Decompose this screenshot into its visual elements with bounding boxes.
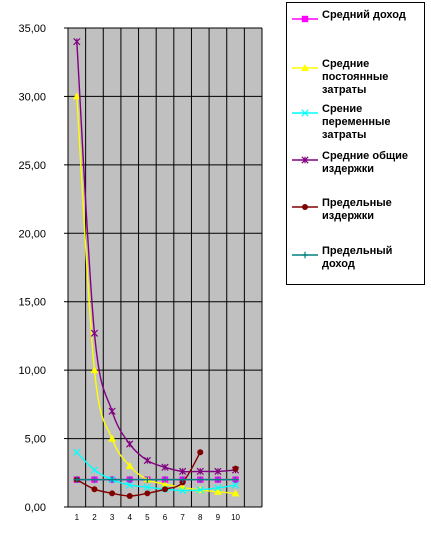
legend-symbol <box>301 251 309 259</box>
data-point <box>73 476 81 483</box>
data-point <box>126 481 134 489</box>
data-point <box>197 449 204 456</box>
legend-label: Средние постоянные затраты <box>322 58 389 96</box>
y-tick-label: 15,00 <box>18 297 46 309</box>
data-point <box>126 440 134 448</box>
y-axis-ticks: 0,00 5,00 10,00 15,00 20,00 25,00 30,00 35,00 <box>18 23 68 514</box>
data-point <box>73 448 81 456</box>
legend-label: Срение переменные затраты <box>322 103 391 141</box>
y-tick-label: 25,00 <box>18 160 46 172</box>
legend-marker <box>292 64 318 71</box>
grid-lines <box>68 27 263 507</box>
data-point <box>196 467 204 476</box>
x-tick-label: 9 <box>216 513 221 522</box>
data-point <box>109 490 116 497</box>
legend-symbol <box>301 109 309 117</box>
data-point <box>108 476 116 483</box>
x-tick-label: 6 <box>163 513 168 522</box>
legend-symbol <box>301 156 309 164</box>
data-point <box>231 481 240 489</box>
x-tick-label: 2 <box>92 513 97 522</box>
x-tick-label: 4 <box>128 513 133 522</box>
x-tick-label: 3 <box>110 513 115 522</box>
data-point <box>232 465 239 472</box>
data-point <box>126 476 133 483</box>
legend-marker <box>292 15 318 23</box>
x-tick-label: 7 <box>180 513 185 522</box>
data-point <box>214 476 222 483</box>
data-point <box>90 466 99 474</box>
axes <box>67 28 262 508</box>
x-tick-label: 1 <box>75 513 80 522</box>
legend-symbol <box>302 204 308 210</box>
y-tick-label: 5,00 <box>25 434 46 446</box>
data-point <box>143 483 151 491</box>
data-point <box>232 476 239 483</box>
legend-symbol <box>301 64 309 71</box>
data-point <box>161 463 169 471</box>
data-point <box>72 92 81 100</box>
y-tick-label: 10,00 <box>18 365 46 377</box>
data-point <box>197 476 204 483</box>
y-tick-label: 30,00 <box>18 91 46 103</box>
series-4 <box>73 38 240 476</box>
legend-label: Предельный доход <box>322 245 393 270</box>
y-tick-label: 0,00 <box>25 502 46 514</box>
data-point <box>162 486 168 493</box>
data-point <box>91 476 98 483</box>
data-point <box>143 456 151 465</box>
x-tick-label: 8 <box>198 513 203 522</box>
data-point <box>179 476 186 483</box>
legend-label: Средний доход <box>322 9 406 21</box>
plot-area <box>68 28 262 507</box>
x-tick-label: 5 <box>145 513 150 522</box>
data-point <box>179 486 187 495</box>
series-5 <box>73 449 239 500</box>
data-point <box>179 467 187 476</box>
data-point <box>108 434 117 442</box>
legend-symbol <box>301 15 309 23</box>
data-point <box>214 467 222 476</box>
series-lines <box>72 38 240 500</box>
data-point <box>91 486 98 493</box>
data-point <box>161 476 169 483</box>
x-axis-ticks: 1 2 3 4 5 6 7 8 9 10 <box>75 513 241 522</box>
y-tick-label: 20,00 <box>18 228 46 240</box>
series-6 <box>73 476 239 483</box>
y-tick-label: 35,00 <box>18 23 46 35</box>
data-point <box>90 366 99 374</box>
data-point <box>144 476 151 483</box>
data-point <box>213 487 222 495</box>
legend-label: Средние общие издержки <box>322 150 409 175</box>
legend-marker <box>292 156 318 164</box>
series-line <box>76 451 236 492</box>
data-point <box>161 480 169 488</box>
data-point <box>126 493 133 500</box>
data-point <box>125 461 134 469</box>
data-point <box>144 490 151 497</box>
legend: Средний доход Средние постоянные затраты С… <box>286 2 425 285</box>
x-tick-label: 10 <box>231 513 240 522</box>
data-point <box>214 484 222 492</box>
data-point <box>73 38 81 46</box>
legend-label: Предельные издержки <box>322 197 392 222</box>
legend-marker <box>292 251 318 259</box>
data-point <box>108 407 116 415</box>
data-point <box>231 489 240 497</box>
data-point <box>196 486 204 494</box>
data-point <box>90 329 99 337</box>
legend-marker <box>292 109 318 117</box>
legend-marker <box>292 204 318 210</box>
